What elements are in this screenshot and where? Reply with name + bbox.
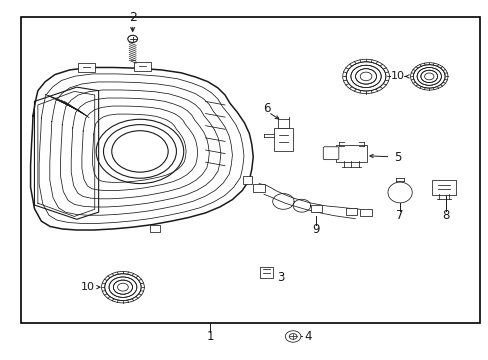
Bar [259, 267, 273, 278]
Text: 9: 9 [312, 223, 320, 236]
Bar [273, 128, 292, 152]
Circle shape [285, 331, 300, 342]
Bar [21, 18, 479, 323]
Text: 1: 1 [206, 330, 214, 343]
Bar [345, 208, 357, 215]
Circle shape [127, 35, 137, 42]
Bar [252, 184, 265, 192]
Text: 10: 10 [81, 282, 95, 292]
Text: 4: 4 [304, 330, 312, 343]
Text: 2: 2 [128, 11, 136, 24]
Ellipse shape [387, 182, 411, 203]
Bar [360, 209, 371, 216]
Circle shape [102, 271, 144, 303]
FancyBboxPatch shape [323, 147, 338, 159]
Text: 3: 3 [277, 271, 285, 284]
FancyBboxPatch shape [431, 180, 455, 195]
Circle shape [342, 59, 388, 94]
Bar [78, 63, 95, 72]
Bar [310, 205, 322, 212]
Circle shape [410, 63, 447, 90]
Bar [133, 62, 151, 71]
Bar [149, 225, 160, 232]
Text: 10: 10 [390, 71, 404, 81]
Text: 6: 6 [262, 102, 269, 115]
Text: 7: 7 [396, 209, 403, 222]
Text: 5: 5 [393, 151, 401, 164]
FancyBboxPatch shape [335, 145, 366, 162]
Bar [243, 176, 251, 184]
Text: 8: 8 [442, 209, 449, 222]
